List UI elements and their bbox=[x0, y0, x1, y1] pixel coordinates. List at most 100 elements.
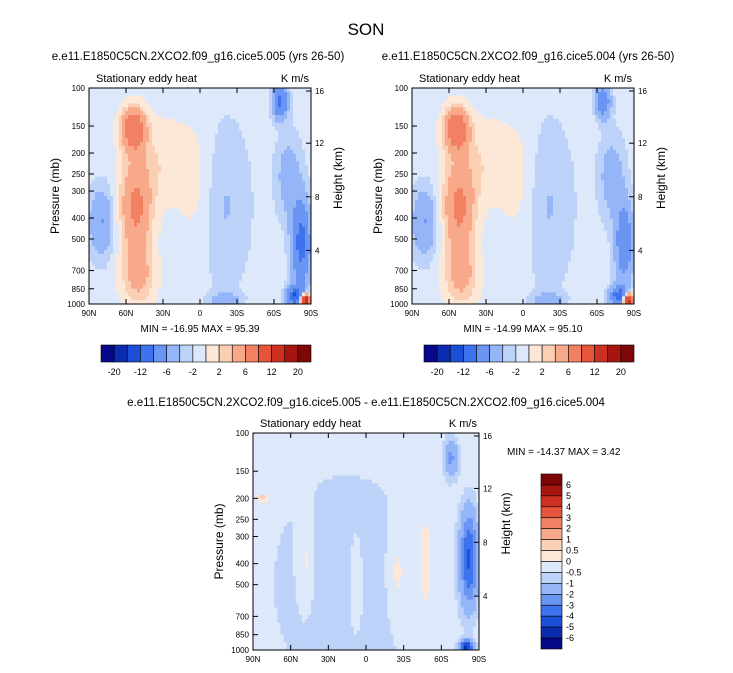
field-cell bbox=[245, 176, 249, 181]
field-cell bbox=[260, 261, 264, 266]
field-cell bbox=[209, 91, 213, 97]
field-cell bbox=[134, 138, 138, 143]
field-cell bbox=[281, 288, 285, 293]
field-cell bbox=[167, 115, 171, 120]
field-cell bbox=[218, 165, 222, 170]
field-cell bbox=[155, 126, 159, 131]
field-cell bbox=[263, 261, 267, 266]
field-cell bbox=[547, 118, 551, 124]
field-cell bbox=[197, 134, 201, 139]
field-cell bbox=[284, 253, 288, 259]
field-cell bbox=[188, 134, 192, 139]
field-cell bbox=[254, 300, 258, 305]
field-cell bbox=[257, 226, 261, 232]
field-cell bbox=[272, 95, 276, 100]
field-cell bbox=[176, 126, 180, 131]
field-cell bbox=[251, 126, 255, 131]
field-cell bbox=[206, 300, 210, 305]
field-cell bbox=[110, 184, 114, 189]
field-cell bbox=[113, 188, 117, 193]
field-cell bbox=[556, 88, 560, 93]
field-cell bbox=[131, 223, 135, 228]
field-cell bbox=[272, 261, 276, 266]
field-cell bbox=[167, 138, 171, 143]
field-cell bbox=[260, 199, 264, 205]
field-cell bbox=[161, 280, 165, 286]
field-cell bbox=[418, 126, 422, 131]
field-cell bbox=[248, 138, 252, 143]
field-cell bbox=[212, 153, 216, 158]
field-cell bbox=[233, 269, 237, 274]
field-cell bbox=[158, 118, 162, 124]
field-cell bbox=[161, 288, 165, 293]
field-cell bbox=[146, 134, 150, 139]
field-cell bbox=[185, 184, 189, 189]
field-cell bbox=[266, 184, 270, 189]
field-cell bbox=[173, 300, 177, 305]
field-cell bbox=[224, 288, 228, 293]
field-cell bbox=[173, 99, 177, 104]
field-cell bbox=[251, 300, 255, 305]
field-cell bbox=[212, 284, 216, 289]
field-cell bbox=[110, 280, 114, 286]
field-cell bbox=[263, 126, 267, 131]
field-cell bbox=[188, 161, 192, 166]
field-cell bbox=[104, 142, 108, 147]
field-cell bbox=[146, 300, 150, 305]
field-cell bbox=[89, 99, 93, 104]
field-cell bbox=[143, 122, 147, 127]
field-cell bbox=[89, 188, 93, 193]
field-cell bbox=[107, 234, 111, 239]
field-cell bbox=[203, 288, 207, 293]
field-cell bbox=[272, 296, 276, 301]
field-cell bbox=[308, 273, 312, 278]
field-cell bbox=[532, 107, 536, 112]
field-cell bbox=[535, 88, 539, 93]
field-cell bbox=[170, 134, 174, 139]
field-cell bbox=[122, 165, 126, 170]
field-cell bbox=[257, 261, 261, 266]
field-cell bbox=[215, 207, 219, 212]
field-cell bbox=[272, 226, 276, 232]
field-cell bbox=[230, 111, 234, 116]
field-cell bbox=[167, 269, 171, 274]
field-cell bbox=[272, 91, 276, 97]
field-cell bbox=[182, 261, 186, 266]
field-cell bbox=[116, 192, 120, 197]
field-cell bbox=[239, 172, 243, 178]
field-cell bbox=[137, 288, 141, 293]
field-cell bbox=[173, 196, 177, 201]
field-cell bbox=[161, 223, 165, 228]
field-cell bbox=[218, 230, 222, 235]
field-cell bbox=[224, 118, 228, 124]
field-cell bbox=[296, 296, 300, 301]
field-cell bbox=[269, 211, 273, 216]
field-cell bbox=[248, 234, 252, 239]
field-cell bbox=[197, 103, 201, 108]
field-cell bbox=[550, 95, 554, 100]
field-cell bbox=[134, 246, 138, 251]
field-cell bbox=[439, 95, 443, 100]
field-cell bbox=[242, 238, 246, 243]
field-cell bbox=[248, 242, 252, 247]
field-cell bbox=[146, 230, 150, 235]
field-cell bbox=[101, 196, 105, 201]
field-cell bbox=[272, 215, 276, 220]
field-cell bbox=[215, 161, 219, 166]
field-cell bbox=[272, 280, 276, 286]
field-cell bbox=[167, 226, 171, 232]
field-cell bbox=[556, 99, 560, 104]
field-cell bbox=[514, 115, 518, 120]
field-cell bbox=[218, 169, 222, 174]
field-cell bbox=[263, 223, 267, 228]
field-cell bbox=[293, 91, 297, 97]
field-cell bbox=[445, 118, 449, 124]
field-cell bbox=[296, 157, 300, 162]
field-cell bbox=[215, 265, 219, 270]
field-cell bbox=[460, 111, 464, 116]
field-cell bbox=[92, 238, 96, 243]
field-cell bbox=[460, 122, 464, 127]
field-cell bbox=[451, 99, 455, 104]
field-cell bbox=[98, 238, 102, 243]
field-cell bbox=[188, 130, 192, 135]
